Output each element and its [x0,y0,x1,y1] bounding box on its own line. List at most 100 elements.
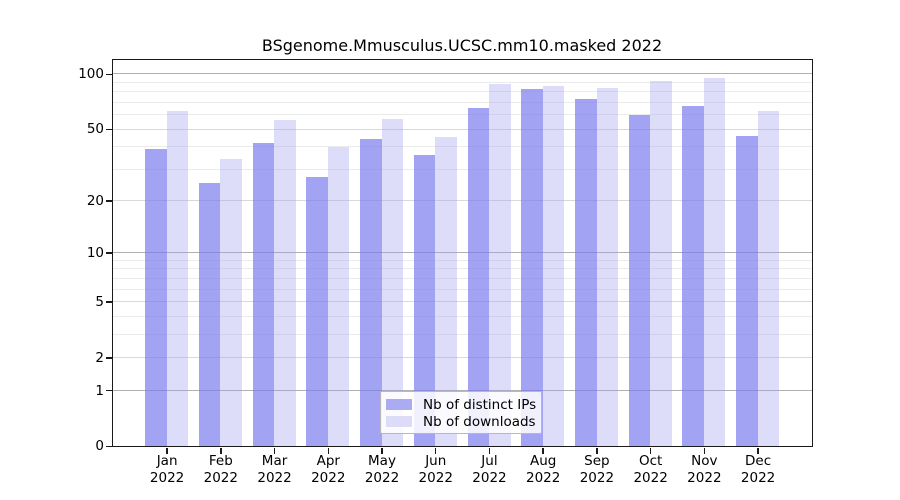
gridline-y-9 [113,259,812,261]
x-axis-tick-jun [435,447,437,454]
x-axis-year: 2022 [311,470,346,486]
x-axis-month: Dec [745,453,772,469]
x-axis-month: Jun [425,453,447,469]
x-axis-tick-sep [596,447,598,454]
x-axis-label-sep: Sep 2022 [565,453,629,487]
legend-swatch-distinct-ips [386,399,412,410]
bar-downloads-apr [327,146,350,446]
legend-row-downloads: Nb of downloads [386,414,536,430]
x-axis-tick-oct [649,447,652,454]
x-axis-month: Feb [208,453,233,469]
legend: Nb of distinct IPs Nb of downloads [380,391,542,434]
gridline-y-5 [113,301,812,303]
x-axis-tick-mar [273,447,276,454]
bar-distinct-ips-nov [682,105,704,446]
x-axis-year: 2022 [579,470,615,486]
y-axis-tick-1 [105,389,113,392]
x-axis-tick-jul [488,447,491,454]
y-axis-tick-20 [105,200,113,202]
gridline-y-6 [113,288,812,290]
x-axis-year: 2022 [740,470,776,486]
bar-downloads-oct [650,80,672,446]
y-axis-tick-5 [105,301,113,303]
x-axis-label-jul: Jul 2022 [457,453,521,487]
x-axis-label-may: May 2022 [350,453,414,487]
x-axis-month: Oct [638,453,663,469]
x-axis-year: 2022 [633,470,668,486]
gridline-y-4 [113,315,812,317]
chart-title: BSgenome.Mmusculus.UCSC.mm10.masked 2022 [261,36,663,55]
bar-downloads-jun [435,137,457,446]
y-axis-label-0: 0 [95,438,104,455]
gridline-y-8 [113,268,812,270]
gridline-y-80 [113,91,812,93]
plot-area: Nb of distinct IPs Nb of downloads [112,59,813,447]
gridline-y-40 [113,146,812,148]
bar-distinct-ips-apr [306,177,328,446]
x-axis-year: 2022 [472,470,507,486]
y-axis-label-5: 5 [95,293,104,310]
gridline-y-7 [113,277,812,279]
bar-downloads-mar [274,120,296,446]
bar-distinct-ips-oct [628,114,651,446]
x-axis-tick-nov [703,447,706,454]
x-axis-tick-feb [220,447,222,454]
y-axis-tick-100 [105,73,113,76]
x-axis-year: 2022 [257,470,292,486]
x-axis-tick-jan [166,447,168,454]
gridline-y-50 [113,128,812,130]
bar-distinct-ips-jan [145,148,167,446]
bar-distinct-ips-jul [467,108,490,446]
legend-label-distinct-ips: Nb of distinct IPs [423,396,537,413]
x-axis-label-jun: Jun 2022 [404,453,468,487]
x-axis-label-apr: Apr 2022 [296,453,360,487]
x-axis-year: 2022 [203,470,238,486]
gridline-y-1 [113,389,812,391]
x-axis-year: 2022 [149,470,185,486]
x-axis-year: 2022 [364,470,400,486]
x-axis-month: Jan [156,453,178,469]
bar-distinct-ips-sep [575,99,597,446]
y-axis-label-1: 1 [95,382,104,399]
gridline-y-10 [113,252,812,254]
bar-downloads-jul [489,84,511,446]
bar-distinct-ips-feb [198,183,221,446]
y-axis-tick-50 [105,128,113,131]
x-axis-label-jan: Jan 2022 [135,453,199,487]
y-axis-label-10: 10 [86,245,104,262]
bar-distinct-ips-may [360,139,382,446]
gridline-y-90 [113,81,812,83]
bar-downloads-nov [703,78,726,446]
legend-row-distinct-ips: Nb of distinct IPs [386,396,537,413]
x-axis-year: 2022 [526,470,561,486]
bar-downloads-feb [220,159,242,446]
bar-downloads-aug [542,86,565,446]
bar-downloads-may [381,118,404,446]
gridline-y-20 [113,200,812,202]
x-axis-month: Sep [584,453,610,469]
x-axis-label-dec: Dec 2022 [726,453,790,487]
x-axis-label-nov: Nov 2022 [672,453,736,487]
x-axis-month: Apr [316,453,340,469]
x-axis-label-mar: Mar 2022 [243,453,307,487]
bar-downloads-dec [757,110,780,446]
bar-distinct-ips-dec [736,135,758,446]
x-axis-label-oct: Oct 2022 [619,453,683,487]
gridline-y-70 [113,101,812,103]
x-axis-month: Mar [261,453,288,469]
x-axis-year: 2022 [687,470,722,486]
y-axis-label-100: 100 [78,66,104,83]
x-axis-month: May [368,453,396,469]
gridline-y-60 [113,114,812,116]
x-axis-month: Aug [530,453,557,469]
bar-distinct-ips-jun [413,154,436,446]
y-axis-label-20: 20 [86,192,104,209]
x-axis-tick-apr [327,447,329,454]
y-axis-label-50: 50 [86,121,104,138]
gridline-y-100 [113,73,812,75]
x-axis-year: 2022 [418,470,453,486]
y-axis-tick-10 [105,252,113,254]
x-axis-tick-may [381,447,383,454]
x-axis-label-feb: Feb 2022 [189,453,253,487]
